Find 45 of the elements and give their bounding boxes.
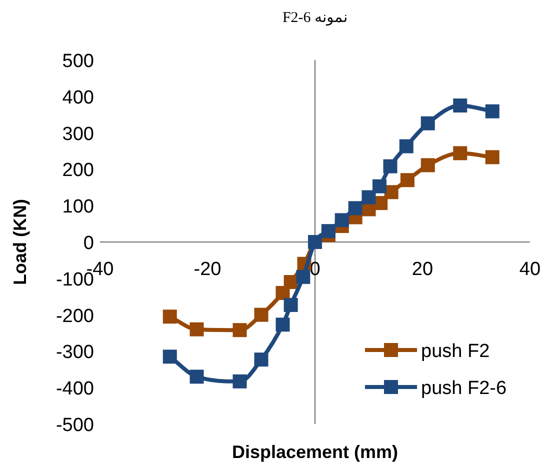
point bbox=[334, 213, 349, 228]
point bbox=[384, 185, 398, 200]
point bbox=[162, 350, 177, 364]
point bbox=[348, 201, 362, 216]
x-tick-label: 20 bbox=[412, 259, 434, 280]
y-tick-label: 100 bbox=[62, 196, 94, 218]
point bbox=[190, 322, 204, 336]
point bbox=[321, 224, 336, 238]
point bbox=[232, 374, 247, 388]
x-axis-title: Displacement (mm) bbox=[232, 442, 398, 462]
y-tick-label: 200 bbox=[62, 160, 94, 182]
y-tick-label: -500 bbox=[56, 415, 94, 436]
y-tick-label: -200 bbox=[56, 306, 94, 327]
x-tick-label: 0 bbox=[310, 259, 320, 280]
point bbox=[485, 150, 500, 164]
point bbox=[453, 98, 468, 112]
y-axis-title: Load (KN) bbox=[10, 199, 30, 285]
legend-label: push F2-6 bbox=[421, 378, 507, 399]
chart-title: نمونه F2-6 bbox=[282, 10, 348, 26]
x-tick-label: -20 bbox=[194, 259, 222, 280]
y-tick-label: 0 bbox=[83, 233, 94, 254]
point bbox=[372, 179, 386, 194]
point bbox=[485, 104, 500, 118]
point bbox=[190, 370, 204, 384]
point bbox=[232, 323, 247, 338]
point bbox=[453, 146, 468, 160]
point bbox=[254, 308, 268, 322]
point bbox=[399, 139, 414, 154]
point bbox=[420, 116, 435, 130]
point bbox=[276, 318, 290, 332]
y-tick-label: 300 bbox=[62, 124, 94, 145]
y-tick-label: 400 bbox=[62, 87, 94, 108]
point bbox=[400, 173, 414, 188]
point bbox=[254, 352, 268, 367]
point bbox=[420, 158, 435, 172]
point bbox=[296, 270, 310, 284]
legend-label: push F2 bbox=[421, 341, 490, 362]
point bbox=[383, 159, 398, 174]
x-tick-label: 40 bbox=[519, 259, 541, 280]
point bbox=[284, 298, 298, 312]
point bbox=[362, 190, 376, 204]
y-tick-label: -400 bbox=[56, 378, 94, 400]
point bbox=[162, 310, 177, 324]
y-tick-label: -300 bbox=[56, 342, 94, 364]
y-tick-label: 500 bbox=[62, 51, 94, 72]
